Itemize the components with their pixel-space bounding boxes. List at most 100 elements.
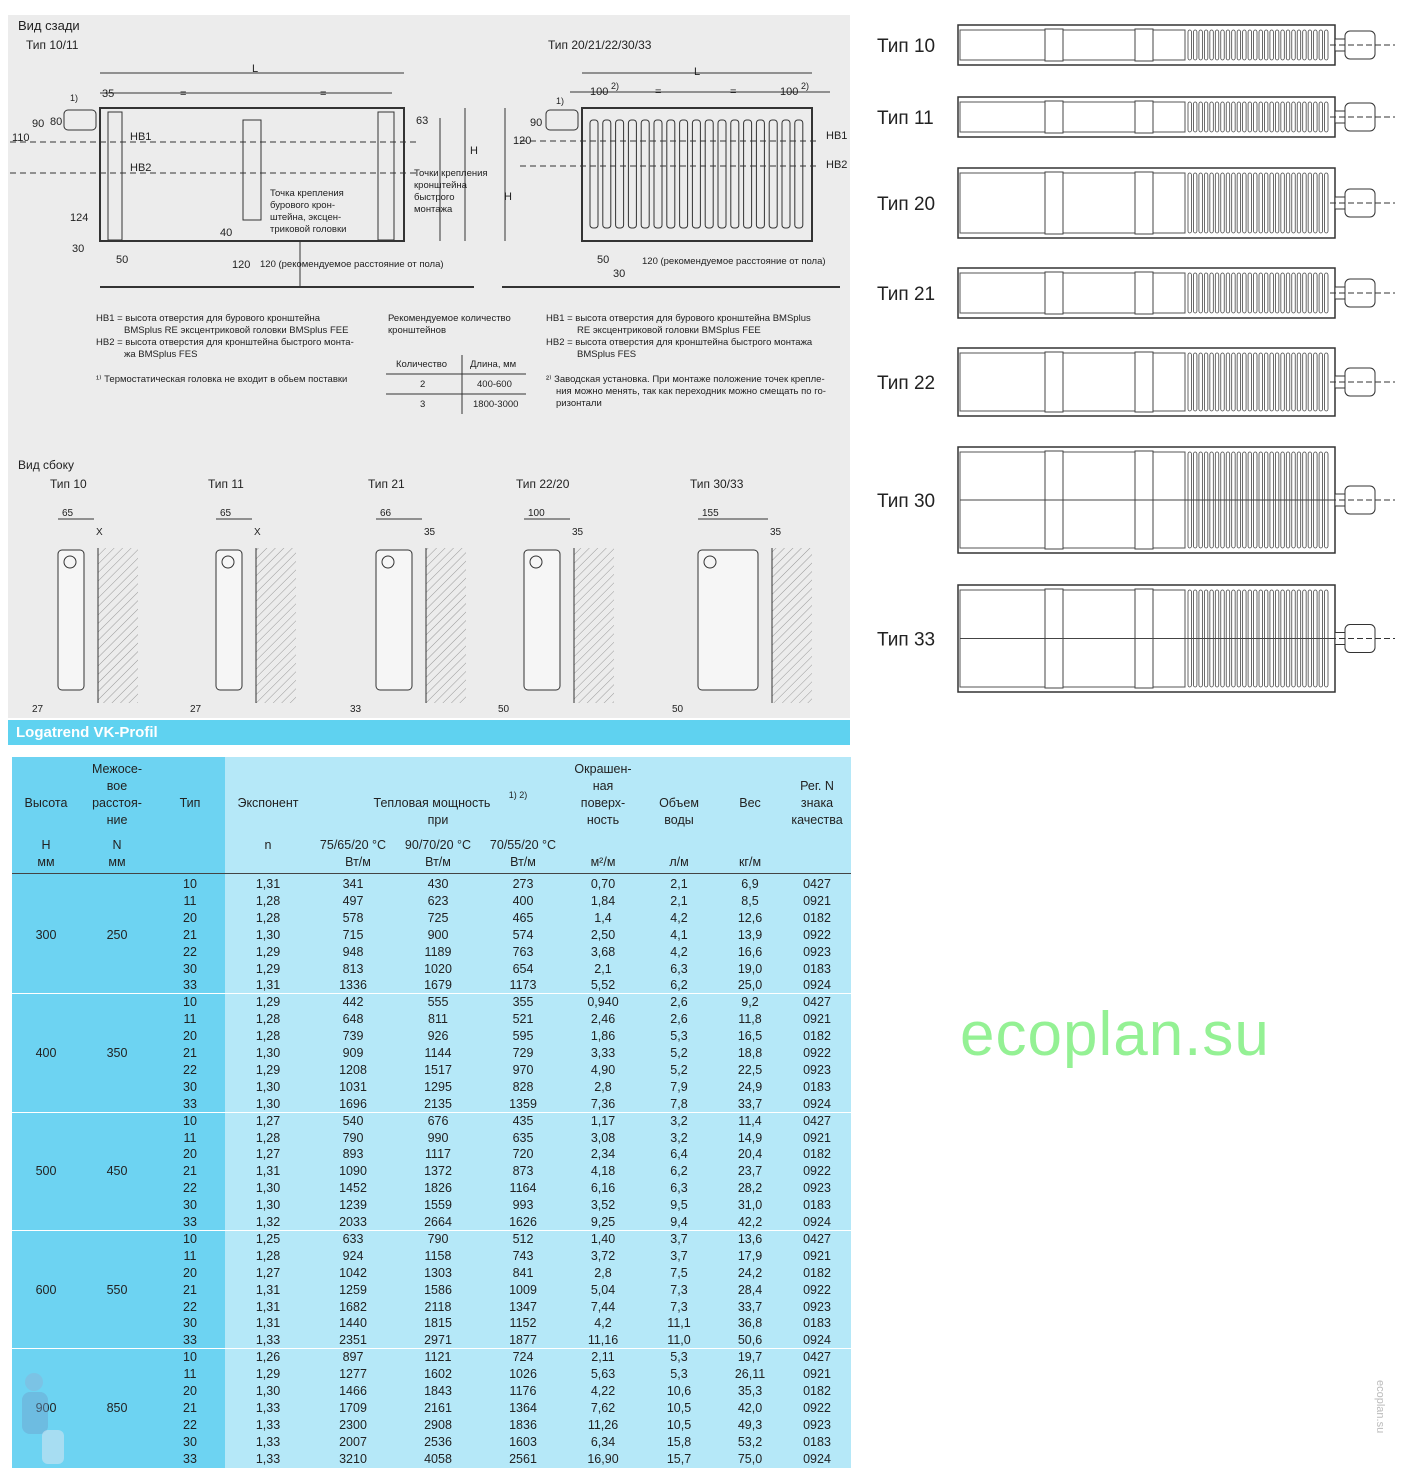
cell-type: 11 bbox=[183, 1130, 197, 1145]
header-reg: качества bbox=[791, 813, 843, 827]
fin bbox=[602, 119, 612, 229]
dim-H-right: H bbox=[504, 191, 512, 203]
cell-power-70-55: 435 bbox=[512, 1113, 534, 1128]
cell-type: 33 bbox=[183, 1451, 197, 1466]
cell-volume: 9,4 bbox=[670, 1215, 688, 1229]
cell-reg-number: 0924 bbox=[803, 978, 831, 993]
header-height-unit: мм bbox=[37, 855, 55, 869]
cell-power-90-70: 1602 bbox=[424, 1367, 452, 1382]
cell-type: 22 bbox=[183, 944, 197, 959]
header-distance: расстоя- bbox=[92, 796, 142, 810]
cell-volume: 5,2 bbox=[670, 1046, 688, 1060]
cell-surface: 1,84 bbox=[590, 893, 616, 908]
cell-surface: 7,36 bbox=[590, 1096, 616, 1111]
cell-reg-number: 0922 bbox=[803, 927, 831, 942]
cell-type: 22 bbox=[183, 1299, 197, 1314]
mount-point-note: штейна, эксцен- bbox=[270, 212, 341, 223]
cell-surface: 2,8 bbox=[594, 1265, 612, 1280]
cell-weight: 49,3 bbox=[737, 1417, 763, 1432]
header-volume: воды bbox=[664, 813, 694, 827]
cell-type: 22 bbox=[183, 1062, 197, 1077]
cell-weight: 23,7 bbox=[737, 1164, 763, 1179]
label-hb2-right: HB2 bbox=[826, 159, 847, 171]
cell-power-90-70: 811 bbox=[428, 1012, 448, 1027]
cell-weight: 26,11 bbox=[734, 1367, 766, 1382]
cell-exponent: 1,27 bbox=[255, 1113, 281, 1128]
dim-eq-right2: = bbox=[730, 86, 736, 98]
cell-reg-number: 0183 bbox=[803, 1079, 831, 1094]
cell-type: 21 bbox=[183, 1400, 197, 1415]
cell-type: 20 bbox=[183, 1029, 197, 1044]
dim-50: 50 bbox=[116, 254, 128, 266]
cell-volume: 6,3 bbox=[670, 961, 688, 976]
cell-exponent: 1,28 bbox=[255, 893, 281, 908]
cell-exponent: 1,29 bbox=[255, 1367, 281, 1382]
cell-reg-number: 0922 bbox=[803, 1282, 831, 1297]
side-dim-top: 155 bbox=[702, 508, 719, 519]
cell-power-90-70: 1826 bbox=[424, 1181, 452, 1196]
floor-note-left: 120 (рекомендуемое расстояние от пола) bbox=[260, 259, 444, 270]
dim-63: 63 bbox=[416, 115, 428, 127]
cell-power-90-70: 1144 bbox=[424, 1046, 452, 1060]
cell-power-70-55: 1164 bbox=[509, 1181, 537, 1196]
cell-power-90-70: 676 bbox=[427, 1113, 449, 1128]
cell-power-70-55: 574 bbox=[512, 927, 534, 942]
dim-eq: = bbox=[180, 88, 186, 100]
cell-power-70-55: 841 bbox=[512, 1265, 534, 1280]
cell-power-75-65: 3210 bbox=[339, 1451, 367, 1466]
top-view-Тип-11: Тип 11 bbox=[877, 96, 1395, 138]
cell-weight: 33,7 bbox=[737, 1299, 763, 1314]
cell-power-70-55: 1626 bbox=[509, 1215, 537, 1229]
header-distance: Межосе- bbox=[91, 762, 143, 776]
rear-view-type-10-11 bbox=[10, 72, 474, 288]
header-distance: вое bbox=[106, 779, 128, 793]
cell-power-70-55: 465 bbox=[512, 910, 534, 925]
cell-reg-number: 0923 bbox=[803, 1062, 831, 1077]
cell-power-70-55: 1359 bbox=[509, 1096, 537, 1111]
side-view-label: Тип 11 bbox=[208, 477, 244, 491]
group-distance: 250 bbox=[106, 927, 128, 942]
cell-weight: 19,0 bbox=[737, 961, 763, 976]
footnote-2a: 2) bbox=[611, 81, 619, 91]
cell-exponent: 1,32 bbox=[255, 1215, 281, 1229]
top-views: Тип 10 Тип 11 Тип 20 Тип 21 Тип 22 Тип 30 Тип … bbox=[877, 24, 1395, 693]
cell-weight: 28,2 bbox=[737, 1181, 763, 1196]
top-view-label: Тип 20 bbox=[877, 194, 935, 215]
cell-weight: 36,8 bbox=[737, 1316, 763, 1331]
cell-power-70-55: 654 bbox=[512, 961, 534, 976]
header-t1: 75/65/20 °C bbox=[319, 838, 387, 852]
cell-power-75-65: 2007 bbox=[339, 1434, 367, 1449]
side-dim-bottom: 50 bbox=[672, 704, 684, 715]
cell-exponent: 1,30 bbox=[255, 1181, 281, 1196]
group-divider bbox=[12, 993, 851, 995]
brackets-title: кронштейнов bbox=[388, 325, 446, 336]
header-surface-unit: м²/м bbox=[590, 855, 616, 869]
cell-type: 22 bbox=[183, 1181, 197, 1196]
cell-surface: 3,72 bbox=[590, 1248, 616, 1263]
cell-power-90-70: 2971 bbox=[424, 1333, 452, 1348]
cell-power-75-65: 341 bbox=[342, 877, 364, 891]
top-view-label: Тип 22 bbox=[877, 373, 935, 394]
side-view-label: Тип 21 bbox=[368, 477, 405, 491]
cell-surface: 3,68 bbox=[590, 944, 616, 959]
group-height: 900 bbox=[35, 1400, 57, 1415]
cell-exponent: 1,31 bbox=[255, 1316, 281, 1331]
cell-type: 11 bbox=[183, 1012, 197, 1027]
cell-power-70-55: 400 bbox=[512, 893, 534, 908]
cell-exponent: 1,28 bbox=[255, 1248, 281, 1263]
cell-surface: 7,62 bbox=[590, 1400, 616, 1415]
cell-power-75-65: 633 bbox=[342, 1231, 364, 1246]
dim-50-right: 50 bbox=[597, 254, 609, 266]
quick-mount-note: монтажа bbox=[414, 204, 453, 215]
group-distance: 550 bbox=[106, 1282, 128, 1297]
cell-volume: 3,2 bbox=[670, 1130, 688, 1145]
header-power-unit: Вт/м bbox=[425, 855, 451, 869]
cell-power-75-65: 813 bbox=[342, 961, 364, 976]
cell-weight: 35,3 bbox=[737, 1384, 763, 1398]
cell-weight: 42,2 bbox=[737, 1215, 763, 1229]
cell-reg-number: 0922 bbox=[803, 1164, 831, 1179]
cell-type: 10 bbox=[183, 1350, 197, 1365]
cell-power-70-55: 2561 bbox=[509, 1451, 537, 1466]
header-type: Тип bbox=[179, 796, 201, 810]
footnote-1-right: 1) bbox=[556, 96, 564, 106]
